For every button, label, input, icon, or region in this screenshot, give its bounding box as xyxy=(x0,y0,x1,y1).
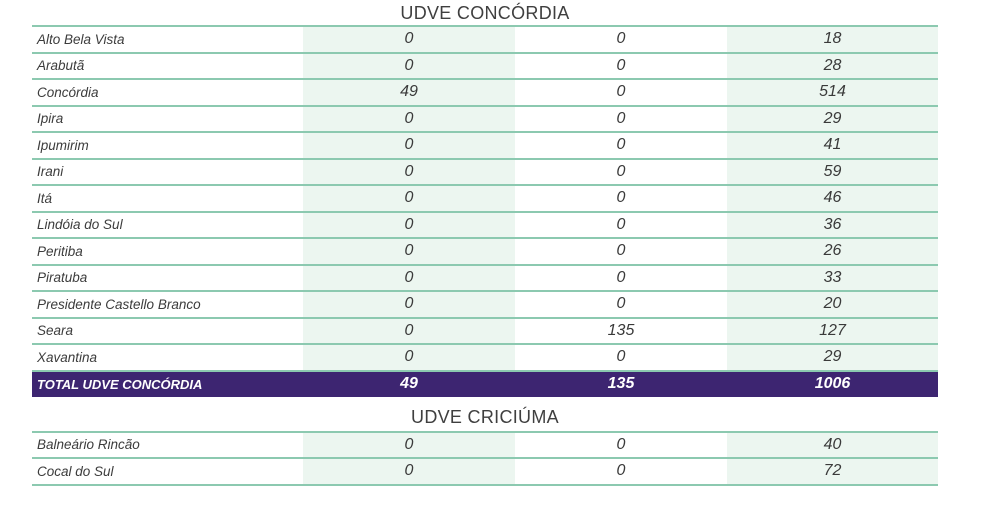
concordia-table-body: Alto Bela Vista 0 0 18 Arabutã 0 0 28 Co… xyxy=(32,27,938,397)
table-row: Presidente Castello Branco 0 0 20 xyxy=(32,291,938,319)
total-label: TOTAL UDVE CONCÓRDIA xyxy=(32,370,303,397)
value-col-2: 0 xyxy=(515,344,727,372)
total-value-col-2: 135 xyxy=(515,370,727,397)
value-col-2: 0 xyxy=(515,238,727,266)
value-col-3: 29 xyxy=(727,344,938,372)
value-col-3: 46 xyxy=(727,185,938,213)
value-col-2: 0 xyxy=(515,291,727,319)
value-col-3: 20 xyxy=(727,291,938,319)
value-col-2: 0 xyxy=(515,132,727,160)
value-col-3: 36 xyxy=(727,211,938,239)
value-col-1: 0 xyxy=(303,52,515,80)
total-value-col-3: 1006 xyxy=(727,370,938,397)
value-col-2: 0 xyxy=(515,158,727,186)
table-row: Arabutã 0 0 28 xyxy=(32,52,938,80)
municipality-name: Irani xyxy=(32,158,303,186)
table-row: Concórdia 49 0 514 xyxy=(32,79,938,107)
value-col-2: 0 xyxy=(515,52,727,80)
table-row: Seara 0 135 127 xyxy=(32,317,938,345)
section-title-criciuma: UDVE CRICIÚMA xyxy=(32,397,938,433)
value-col-1: 0 xyxy=(303,317,515,345)
value-col-3: 29 xyxy=(727,105,938,133)
table-row: Itá 0 0 46 xyxy=(32,185,938,213)
value-col-1: 49 xyxy=(303,79,515,107)
municipality-name: Concórdia xyxy=(32,79,303,107)
municipality-name: Cocal do Sul xyxy=(32,458,303,486)
municipality-name: Ipira xyxy=(32,105,303,133)
value-col-3: 59 xyxy=(727,158,938,186)
municipality-name: Itá xyxy=(32,185,303,213)
table-row: Ipumirim 0 0 41 xyxy=(32,132,938,160)
udve-table-container: UDVE CONCÓRDIA Alto Bela Vista 0 0 18 Ar… xyxy=(32,0,938,486)
table-row: Alto Bela Vista 0 0 18 xyxy=(32,27,938,54)
municipality-name: Seara xyxy=(32,317,303,345)
table-row: Xavantina 0 0 29 xyxy=(32,344,938,372)
value-col-2: 0 xyxy=(515,185,727,213)
municipality-name: Balneário Rincão xyxy=(32,432,303,459)
table-row: Ipira 0 0 29 xyxy=(32,105,938,133)
table-row: Balneário Rincão 0 0 40 xyxy=(32,432,938,459)
section-title-concordia: UDVE CONCÓRDIA xyxy=(32,0,938,27)
value-col-3: 28 xyxy=(727,52,938,80)
value-col-3: 18 xyxy=(727,27,938,54)
value-col-1: 0 xyxy=(303,132,515,160)
criciuma-table-body: Balneário Rincão 0 0 40 Cocal do Sul 0 0… xyxy=(32,432,938,486)
municipality-name: Lindóia do Sul xyxy=(32,211,303,239)
total-row-concordia: TOTAL UDVE CONCÓRDIA 49 135 1006 xyxy=(32,370,938,397)
table-row: Lindóia do Sul 0 0 36 xyxy=(32,211,938,239)
table-row: Piratuba 0 0 33 xyxy=(32,264,938,292)
value-col-3: 72 xyxy=(727,458,938,486)
value-col-2: 0 xyxy=(515,27,727,54)
value-col-1: 0 xyxy=(303,158,515,186)
value-col-3: 514 xyxy=(727,79,938,107)
value-col-1: 0 xyxy=(303,185,515,213)
municipality-name: Presidente Castello Branco xyxy=(32,291,303,319)
value-col-2: 0 xyxy=(515,79,727,107)
value-col-3: 26 xyxy=(727,238,938,266)
table-row: Irani 0 0 59 xyxy=(32,158,938,186)
value-col-1: 0 xyxy=(303,458,515,486)
value-col-1: 0 xyxy=(303,238,515,266)
value-col-3: 33 xyxy=(727,264,938,292)
table-row: Cocal do Sul 0 0 72 xyxy=(32,458,938,486)
municipality-name: Xavantina xyxy=(32,344,303,372)
value-col-1: 0 xyxy=(303,211,515,239)
criciuma-table: Balneário Rincão 0 0 40 Cocal do Sul 0 0… xyxy=(32,432,938,486)
municipality-name: Ipumirim xyxy=(32,132,303,160)
value-col-3: 41 xyxy=(727,132,938,160)
municipality-name: Alto Bela Vista xyxy=(32,27,303,54)
value-col-3: 40 xyxy=(727,432,938,459)
value-col-1: 0 xyxy=(303,344,515,372)
table-row: Peritiba 0 0 26 xyxy=(32,238,938,266)
concordia-table: Alto Bela Vista 0 0 18 Arabutã 0 0 28 Co… xyxy=(32,27,938,397)
value-col-2: 0 xyxy=(515,105,727,133)
value-col-1: 0 xyxy=(303,27,515,54)
value-col-2: 135 xyxy=(515,317,727,345)
value-col-3: 127 xyxy=(727,317,938,345)
value-col-1: 0 xyxy=(303,105,515,133)
value-col-2: 0 xyxy=(515,432,727,459)
value-col-2: 0 xyxy=(515,264,727,292)
value-col-2: 0 xyxy=(515,458,727,486)
total-value-col-1: 49 xyxy=(303,370,515,397)
value-col-1: 0 xyxy=(303,264,515,292)
municipality-name: Piratuba xyxy=(32,264,303,292)
value-col-1: 0 xyxy=(303,432,515,459)
municipality-name: Arabutã xyxy=(32,52,303,80)
value-col-2: 0 xyxy=(515,211,727,239)
value-col-1: 0 xyxy=(303,291,515,319)
municipality-name: Peritiba xyxy=(32,238,303,266)
